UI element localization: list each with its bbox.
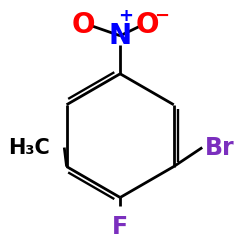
Text: Br: Br [204, 136, 234, 160]
Text: O: O [72, 11, 95, 39]
Text: N: N [108, 22, 132, 50]
Text: F: F [112, 215, 128, 239]
Text: H₃C: H₃C [8, 138, 50, 158]
Text: +: + [118, 6, 134, 25]
Text: O: O [136, 11, 159, 39]
Text: −: − [154, 6, 169, 25]
